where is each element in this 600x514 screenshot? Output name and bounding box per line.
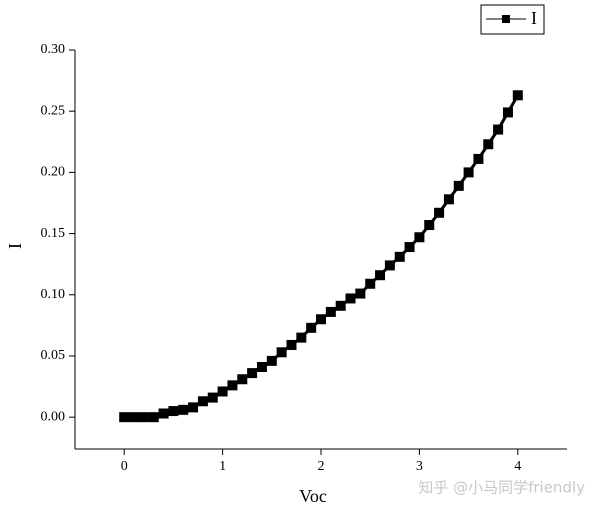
marker	[384, 260, 395, 271]
y-tick-label: 0.20	[41, 165, 66, 180]
marker	[325, 306, 336, 317]
y-tick-label: 0.05	[41, 348, 66, 363]
marker	[148, 412, 159, 423]
marker	[227, 380, 238, 391]
marker	[375, 270, 386, 281]
marker	[247, 368, 258, 379]
marker	[424, 220, 435, 231]
marker	[286, 339, 297, 350]
marker	[365, 278, 376, 289]
x-tick-label: 1	[219, 459, 226, 474]
legend-label: I	[531, 8, 537, 28]
marker	[197, 396, 208, 407]
x-axis-label: Voc	[299, 486, 327, 506]
marker	[345, 293, 356, 304]
marker	[158, 408, 169, 419]
marker	[306, 322, 317, 333]
marker	[217, 386, 228, 397]
marker	[493, 124, 504, 135]
marker	[276, 347, 287, 358]
marker	[355, 288, 366, 299]
marker	[502, 107, 513, 118]
x-tick-label: 3	[416, 459, 423, 474]
marker	[178, 404, 189, 415]
y-axis-label: I	[5, 243, 25, 249]
marker	[473, 153, 484, 164]
marker	[414, 232, 425, 243]
y-tick-label: 0.00	[41, 409, 66, 424]
marker	[443, 194, 454, 205]
marker	[256, 361, 267, 372]
marker	[463, 167, 474, 178]
marker	[207, 392, 218, 403]
marker	[335, 300, 346, 311]
marker	[512, 90, 523, 101]
marker	[434, 207, 445, 218]
marker	[138, 412, 149, 423]
watermark: 知乎 @小马同学friendly	[418, 479, 585, 497]
marker	[168, 406, 179, 417]
marker	[188, 402, 199, 413]
x-tick-label: 2	[318, 459, 325, 474]
y-tick-label: 0.25	[41, 103, 66, 118]
y-tick-label: 0.15	[41, 226, 66, 241]
x-tick-label: 0	[121, 459, 128, 474]
marker	[394, 251, 405, 262]
marker	[266, 355, 277, 366]
marker	[129, 412, 140, 423]
marker	[119, 412, 130, 423]
y-tick-label: 0.10	[41, 287, 66, 302]
marker	[404, 242, 415, 253]
marker	[483, 139, 494, 150]
y-tick-label: 0.30	[41, 42, 66, 57]
series-line	[124, 94, 520, 419]
marker	[237, 374, 248, 385]
marker	[296, 332, 307, 343]
marker	[453, 180, 464, 191]
x-tick-label: 4	[514, 459, 521, 474]
marker	[316, 314, 326, 325]
legend-marker	[502, 15, 510, 23]
